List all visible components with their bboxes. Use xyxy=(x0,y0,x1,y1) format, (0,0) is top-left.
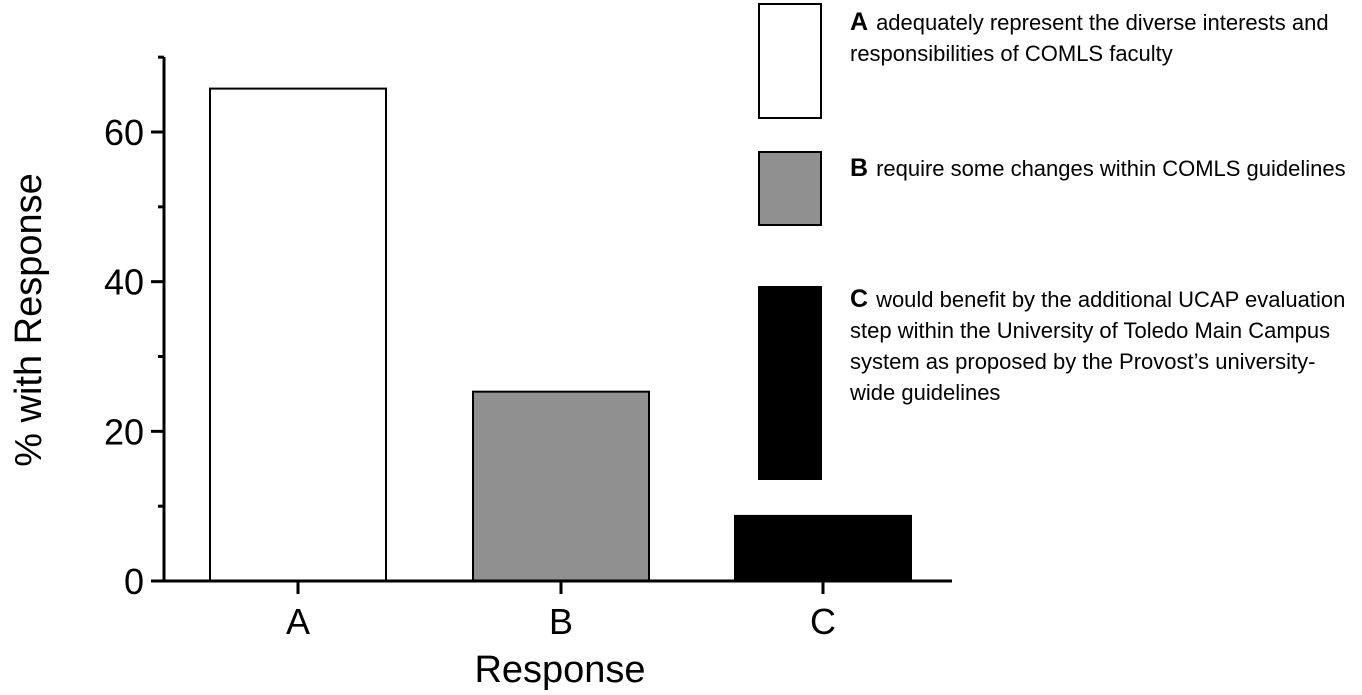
x-tick-label-b: B xyxy=(549,601,573,642)
legend-desc-a: adequately represent the diverse interes… xyxy=(850,10,1329,66)
bar-b xyxy=(472,390,650,582)
legend-key-b: B xyxy=(850,154,869,182)
bars-group xyxy=(209,87,912,583)
legend-key-c: C xyxy=(850,285,869,313)
y-tick-label: 20 xyxy=(104,411,144,452)
legend-swatch-b xyxy=(758,151,822,226)
legend-swatch-c xyxy=(758,286,822,480)
bar-a xyxy=(209,87,387,582)
x-axis-ticks: A B C xyxy=(286,581,836,642)
y-axis-label: % with Response xyxy=(8,173,50,467)
legend-swatch-a xyxy=(758,3,822,119)
y-axis-ticks: 0 20 40 60 xyxy=(104,55,164,602)
x-tick-label-a: A xyxy=(286,601,310,642)
legend-key-a: A xyxy=(850,8,869,36)
y-tick-label: 60 xyxy=(104,112,144,153)
x-axis-label: Response xyxy=(474,649,645,691)
y-tick-label: 0 xyxy=(124,561,144,602)
bar-c xyxy=(734,514,912,583)
x-tick-label-c: C xyxy=(810,601,836,642)
y-tick-label: 40 xyxy=(104,262,144,303)
legend-desc-c: would benefit by the additional UCAP eva… xyxy=(850,287,1346,405)
legend-desc-b: require some changes within COMLS guidel… xyxy=(876,156,1346,181)
